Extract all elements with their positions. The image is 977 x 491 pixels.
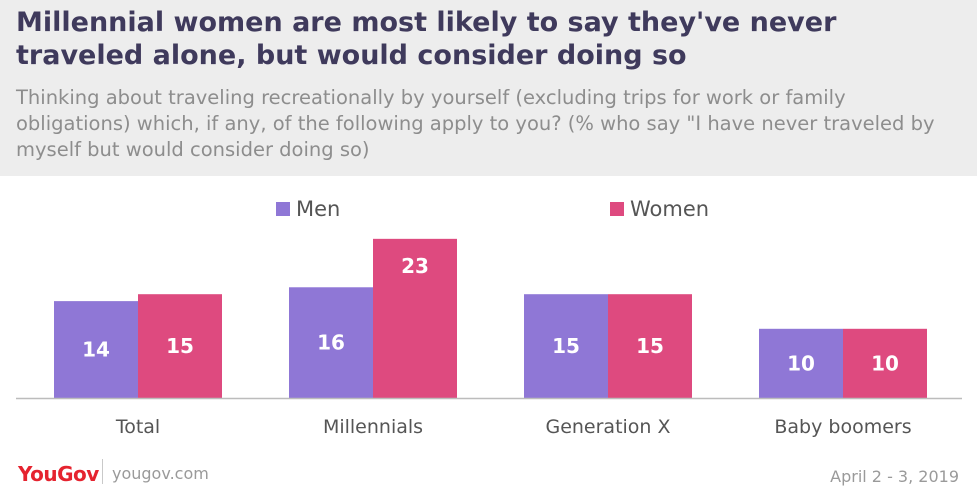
data-label-men-0: 14 [82,338,110,362]
data-label-men-1: 16 [317,331,345,355]
chart-subtitle: Thinking about traveling recreationally … [16,86,935,161]
header-panel: Millennial women are most likely to say … [0,0,977,176]
survey-date: April 2 - 3, 2019 [830,467,959,486]
legend-item-men: Men [276,196,340,222]
bar-women-2 [608,294,692,398]
bar-women-3 [843,328,927,398]
x-tick-label-2: Generation X [545,416,670,438]
bar-men-0 [54,301,138,398]
legend-label-men: Men [296,197,341,221]
x-tick-label-1: Millennials [323,416,423,438]
legend-item-women: Women [610,196,709,222]
bar-men-1 [289,287,373,398]
x-tick-label-0: Total [115,416,160,438]
footer-divider [102,459,103,484]
bar-men-3 [759,328,843,398]
x-tick-label-3: Baby boomers [774,416,911,438]
bar-men-2 [524,294,608,398]
legend-swatch-men [276,202,290,216]
data-label-women-0: 15 [166,334,194,358]
data-label-men-3: 10 [787,351,815,375]
chart-title: Millennial women are most likely to say … [16,7,837,71]
footer-site: yougov.com [112,464,209,483]
bar-women-1 [373,238,457,398]
bar-women-0 [138,294,222,398]
data-label-men-2: 15 [552,334,580,358]
data-label-women-2: 15 [636,334,664,358]
legend-label-women: Women [630,197,710,221]
legend-swatch-women [610,202,624,216]
data-label-women-3: 10 [871,351,899,375]
data-label-women-1: 23 [401,254,429,278]
yougov-logo: YouGov [18,462,99,486]
